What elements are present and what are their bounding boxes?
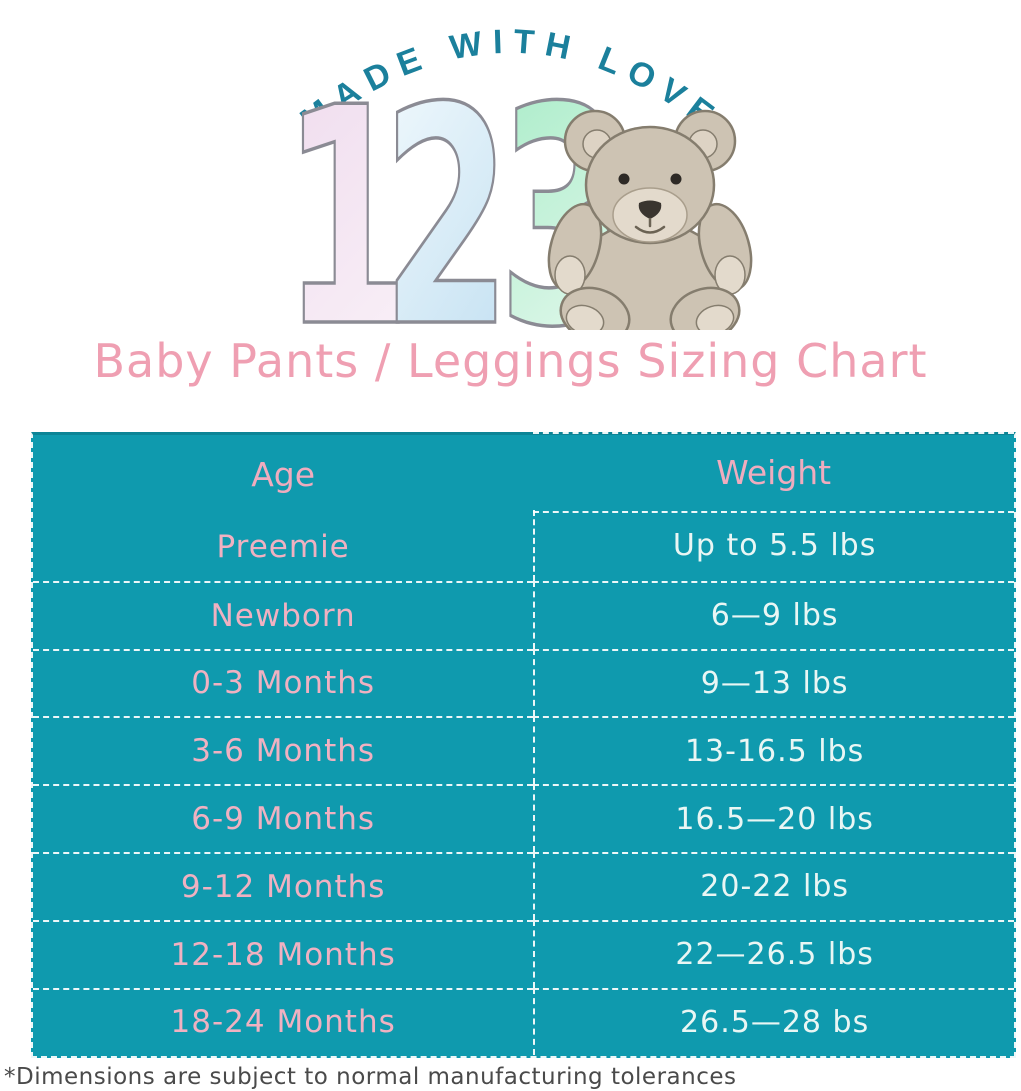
table-row-age: 0-3 Months: [33, 648, 534, 717]
weight-value: 13-16.5 lbs: [684, 733, 865, 769]
footnote: *Dimensions are subject to normal manufa…: [4, 1064, 737, 1090]
table-row-weight: Up to 5.5 lbs: [533, 510, 1014, 581]
age-header-label: Age: [251, 454, 316, 494]
age-value: 12-18 Months: [170, 936, 396, 973]
table-row-weight: 13-16.5 lbs: [533, 716, 1014, 785]
logo-graphic: MADE WITH LOVE 1 2 3: [281, 23, 753, 330]
age-value: 3-6 Months: [191, 733, 376, 770]
column-header-weight: Weight: [533, 432, 1014, 513]
table-row-age: 12-18 Months: [33, 919, 534, 988]
table-row-weight: 22—26.5 lbs: [533, 919, 1014, 988]
page-title: Baby Pants / Leggings Sizing Chart: [93, 334, 928, 388]
weight-header-label: Weight: [716, 453, 832, 492]
table-row-age: Newborn: [33, 580, 534, 649]
age-value: 0-3 Months: [191, 665, 376, 702]
age-value: 6-9 Months: [191, 801, 376, 838]
logo-number-2: 2: [382, 43, 511, 330]
table-row-age: 3-6 Months: [33, 716, 534, 784]
weight-value: Up to 5.5 lbs: [672, 527, 877, 563]
logo-number-1: 1: [282, 43, 411, 330]
table-row-weight: 26.5—28 bs: [533, 987, 1014, 1056]
age-value: 18-24 Months: [170, 1004, 396, 1041]
weight-value: 6—9 lbs: [710, 598, 839, 634]
table-row-age: 6-9 Months: [33, 784, 534, 852]
weight-value: 9—13 lbs: [700, 665, 849, 701]
table-row-weight: 6—9 lbs: [533, 580, 1014, 649]
column-header-age: Age: [33, 435, 533, 513]
logo: MADE WITH LOVE 1 2 3: [0, 0, 1021, 330]
table-row-age: Preemie: [33, 513, 533, 581]
table-row-age: 18-24 Months: [33, 987, 534, 1056]
weight-value: 26.5—28 bs: [680, 1004, 870, 1040]
sizing-table: Age Weight Preemie Up to 5.5 lbs Newborn…: [31, 432, 1016, 1058]
age-value: Preemie: [216, 528, 350, 565]
weight-value: 20-22 lbs: [700, 869, 849, 905]
table-row-weight: 20-22 lbs: [533, 851, 1014, 920]
table-row-weight: 16.5—20 lbs: [533, 784, 1014, 852]
age-value: 9-12 Months: [180, 868, 386, 905]
teddy-bear-icon: [547, 109, 753, 330]
table-row-age: 9-12 Months: [33, 851, 534, 920]
table-row-weight: 9—13 lbs: [533, 648, 1014, 717]
weight-value: 22—26.5 lbs: [675, 937, 874, 973]
weight-value: 16.5—20 lbs: [675, 801, 874, 837]
age-value: Newborn: [210, 597, 356, 634]
